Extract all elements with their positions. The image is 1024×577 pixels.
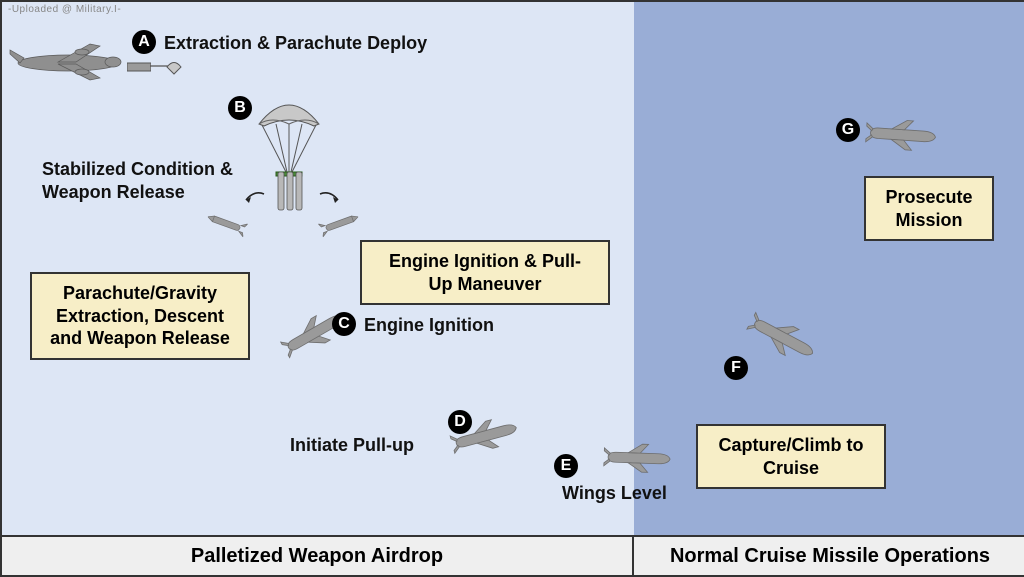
release-arrow-right-icon [318,190,340,204]
callout-ignition: Engine Ignition & Pull-Up Maneuver [360,240,610,305]
callout-extraction: Parachute/GravityExtraction, Descentand … [30,272,250,360]
release-arrow-left-icon [244,190,266,204]
pallet-load-icon [272,172,308,214]
stage-marker-b: B [228,96,252,120]
stage-label-b: Stabilized Condition &Weapon Release [42,158,233,203]
stage-marker-d: D [448,410,472,434]
parachute-canopy-icon [254,94,324,150]
bottom-label-right: Normal Cruise Missile Operations [634,535,1024,575]
drogue-chute-icon [165,58,183,76]
stage-marker-c: C [332,312,356,336]
transport-aircraft-icon [8,40,123,82]
stage-label-a: Extraction & Parachute Deploy [164,32,427,55]
bottom-label-left: Palletized Weapon Airdrop [2,535,634,575]
stage-marker-a: A [132,30,156,54]
stage-marker-g: G [836,118,860,142]
stage-label-c: Engine Ignition [364,314,494,337]
stage-label-d: Initiate Pull-up [290,434,414,457]
stage-marker-f: F [724,356,748,380]
pallet-icon [127,60,151,72]
bottom-bar: Palletized Weapon Airdrop Normal Cruise … [2,535,1024,575]
stage-marker-e: E [554,454,578,478]
missile-e-icon [601,441,672,480]
missile-g-icon [863,115,939,159]
callout-mission: ProsecuteMission [864,176,994,241]
watermark-text: -Uploaded @ Military.I- [8,4,121,15]
callout-capture: Capture/Climb toCruise [696,424,886,489]
stage-label-e: Wings Level [562,482,667,505]
